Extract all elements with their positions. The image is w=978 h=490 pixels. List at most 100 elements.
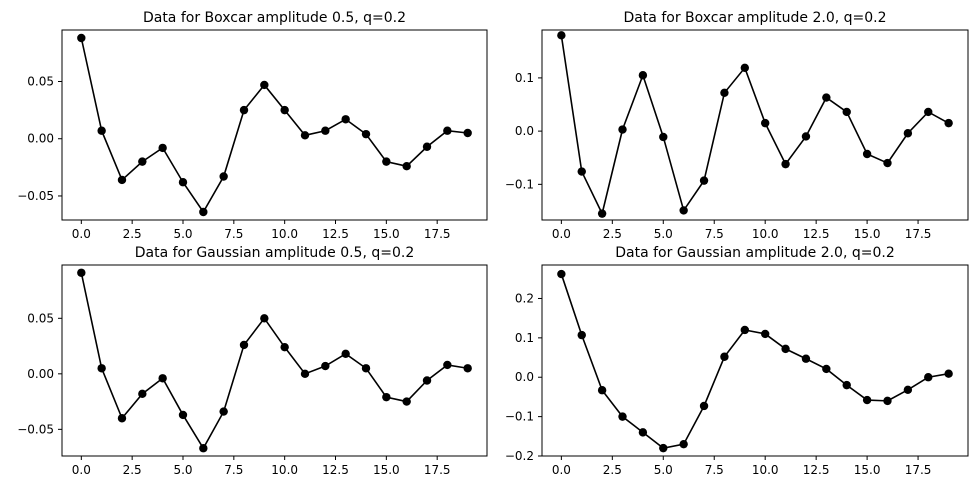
y-tick-label: 0.0 xyxy=(515,124,534,138)
data-point xyxy=(260,314,269,323)
chart-panel-3: Data for Gaussian amplitude 0.5, q=0.2 0.… xyxy=(17,245,488,477)
x-tick-label: 0.0 xyxy=(72,227,91,241)
y-tick-label: 0.00 xyxy=(27,367,54,381)
x-tick-label: 2.5 xyxy=(603,463,622,477)
x-tick-label: 7.5 xyxy=(224,227,243,241)
data-point xyxy=(699,401,709,411)
x-tick-label: 10.0 xyxy=(752,227,779,241)
x-tick-label: 7.5 xyxy=(224,463,243,477)
chart-title: Data for Gaussian amplitude 0.5, q=0.2 xyxy=(135,245,415,261)
y-tick-label: 0.05 xyxy=(27,75,54,89)
data-point xyxy=(321,361,330,371)
data-point xyxy=(801,354,811,363)
chart-title: Data for Gaussian amplitude 2.0, q=0.2 xyxy=(615,245,895,261)
x-tick-label: 2.5 xyxy=(123,463,142,477)
data-point xyxy=(300,131,310,140)
data-point xyxy=(199,207,208,217)
y-tick-label: −0.05 xyxy=(17,422,54,436)
axes-frame xyxy=(61,29,488,221)
data-point xyxy=(239,340,249,350)
series-line xyxy=(80,272,468,450)
data-point xyxy=(903,129,913,138)
chart-panel-1: Data for Boxcar amplitude 0.5, q=0.2 0.0 2… xyxy=(17,10,488,241)
data-point xyxy=(822,93,831,102)
chart-panel-4: Data for Gaussian amplitude 2.0, q=0.2 0.… xyxy=(505,245,969,477)
data-point xyxy=(924,107,933,117)
data-point xyxy=(77,33,86,43)
data-point xyxy=(443,360,452,370)
data-point xyxy=(199,444,208,453)
x-tick-label: 12.5 xyxy=(322,227,349,241)
data-point xyxy=(699,176,709,185)
data-point xyxy=(300,369,310,379)
data-point xyxy=(659,132,668,142)
data-point xyxy=(883,396,892,406)
data-point xyxy=(402,397,411,406)
data-point xyxy=(280,342,289,352)
data-point xyxy=(781,159,790,169)
data-point xyxy=(740,325,750,335)
data-point xyxy=(117,414,127,423)
data-point xyxy=(219,172,228,181)
data-point xyxy=(138,389,147,399)
x-tick-label: 5.0 xyxy=(654,463,673,477)
data-point xyxy=(679,439,688,449)
data-point xyxy=(618,125,627,134)
data-point xyxy=(97,126,106,135)
x-tick-label: 12.5 xyxy=(322,463,349,477)
data-point xyxy=(720,88,729,98)
y-tick-label: −0.1 xyxy=(505,177,534,191)
x-tick-label: 17.5 xyxy=(905,227,932,241)
data-point xyxy=(720,352,729,361)
data-point xyxy=(178,178,188,187)
chart-panel-2: Data for Boxcar amplitude 2.0, q=0.2 0.0 2… xyxy=(505,10,969,241)
data-point xyxy=(178,410,188,420)
axes-frame xyxy=(541,29,969,221)
data-point xyxy=(158,374,167,383)
x-tick-label: 15.0 xyxy=(373,227,400,241)
data-point xyxy=(638,428,648,437)
data-point xyxy=(280,105,289,115)
data-point xyxy=(740,63,750,72)
data-point xyxy=(924,373,933,382)
x-tick-label: 7.5 xyxy=(705,463,724,477)
x-tick-label: 2.5 xyxy=(603,227,622,241)
data-point xyxy=(822,364,831,374)
y-tick-label: −0.05 xyxy=(17,189,54,203)
data-point xyxy=(382,392,391,402)
data-point xyxy=(97,364,106,373)
series-line xyxy=(80,37,468,214)
y-tick-label: 0.2 xyxy=(515,291,534,305)
y-tick-label: 0.1 xyxy=(515,71,534,85)
data-point xyxy=(382,157,391,166)
data-point xyxy=(944,118,953,128)
data-point xyxy=(944,369,953,378)
data-point xyxy=(903,385,913,395)
y-tick-label: 0.0 xyxy=(515,370,534,384)
data-point xyxy=(862,395,872,405)
x-tick-label: 0.0 xyxy=(72,463,91,477)
data-point xyxy=(402,162,411,171)
data-point xyxy=(781,344,790,354)
chart-title: Data for Boxcar amplitude 0.5, q=0.2 xyxy=(143,10,406,26)
data-point xyxy=(638,71,648,80)
x-tick-label: 12.5 xyxy=(803,463,830,477)
data-point xyxy=(679,206,688,215)
x-tick-label: 12.5 xyxy=(803,227,830,241)
data-point xyxy=(557,31,566,40)
y-tick-label: 0.05 xyxy=(27,311,54,325)
data-point xyxy=(321,126,330,135)
x-tick-label: 0.0 xyxy=(552,227,571,241)
x-tick-label: 10.0 xyxy=(752,463,779,477)
x-tick-label: 15.0 xyxy=(373,463,400,477)
x-tick-label: 0.0 xyxy=(552,463,571,477)
data-point xyxy=(801,132,811,141)
data-point xyxy=(760,118,770,128)
x-tick-label: 17.5 xyxy=(424,227,451,241)
x-tick-label: 15.0 xyxy=(854,463,881,477)
axes-frame xyxy=(541,264,969,457)
x-tick-label: 17.5 xyxy=(424,463,451,477)
data-point xyxy=(341,349,350,359)
y-tick-label: 0.00 xyxy=(27,132,54,146)
y-tick-label: −0.2 xyxy=(505,449,534,463)
